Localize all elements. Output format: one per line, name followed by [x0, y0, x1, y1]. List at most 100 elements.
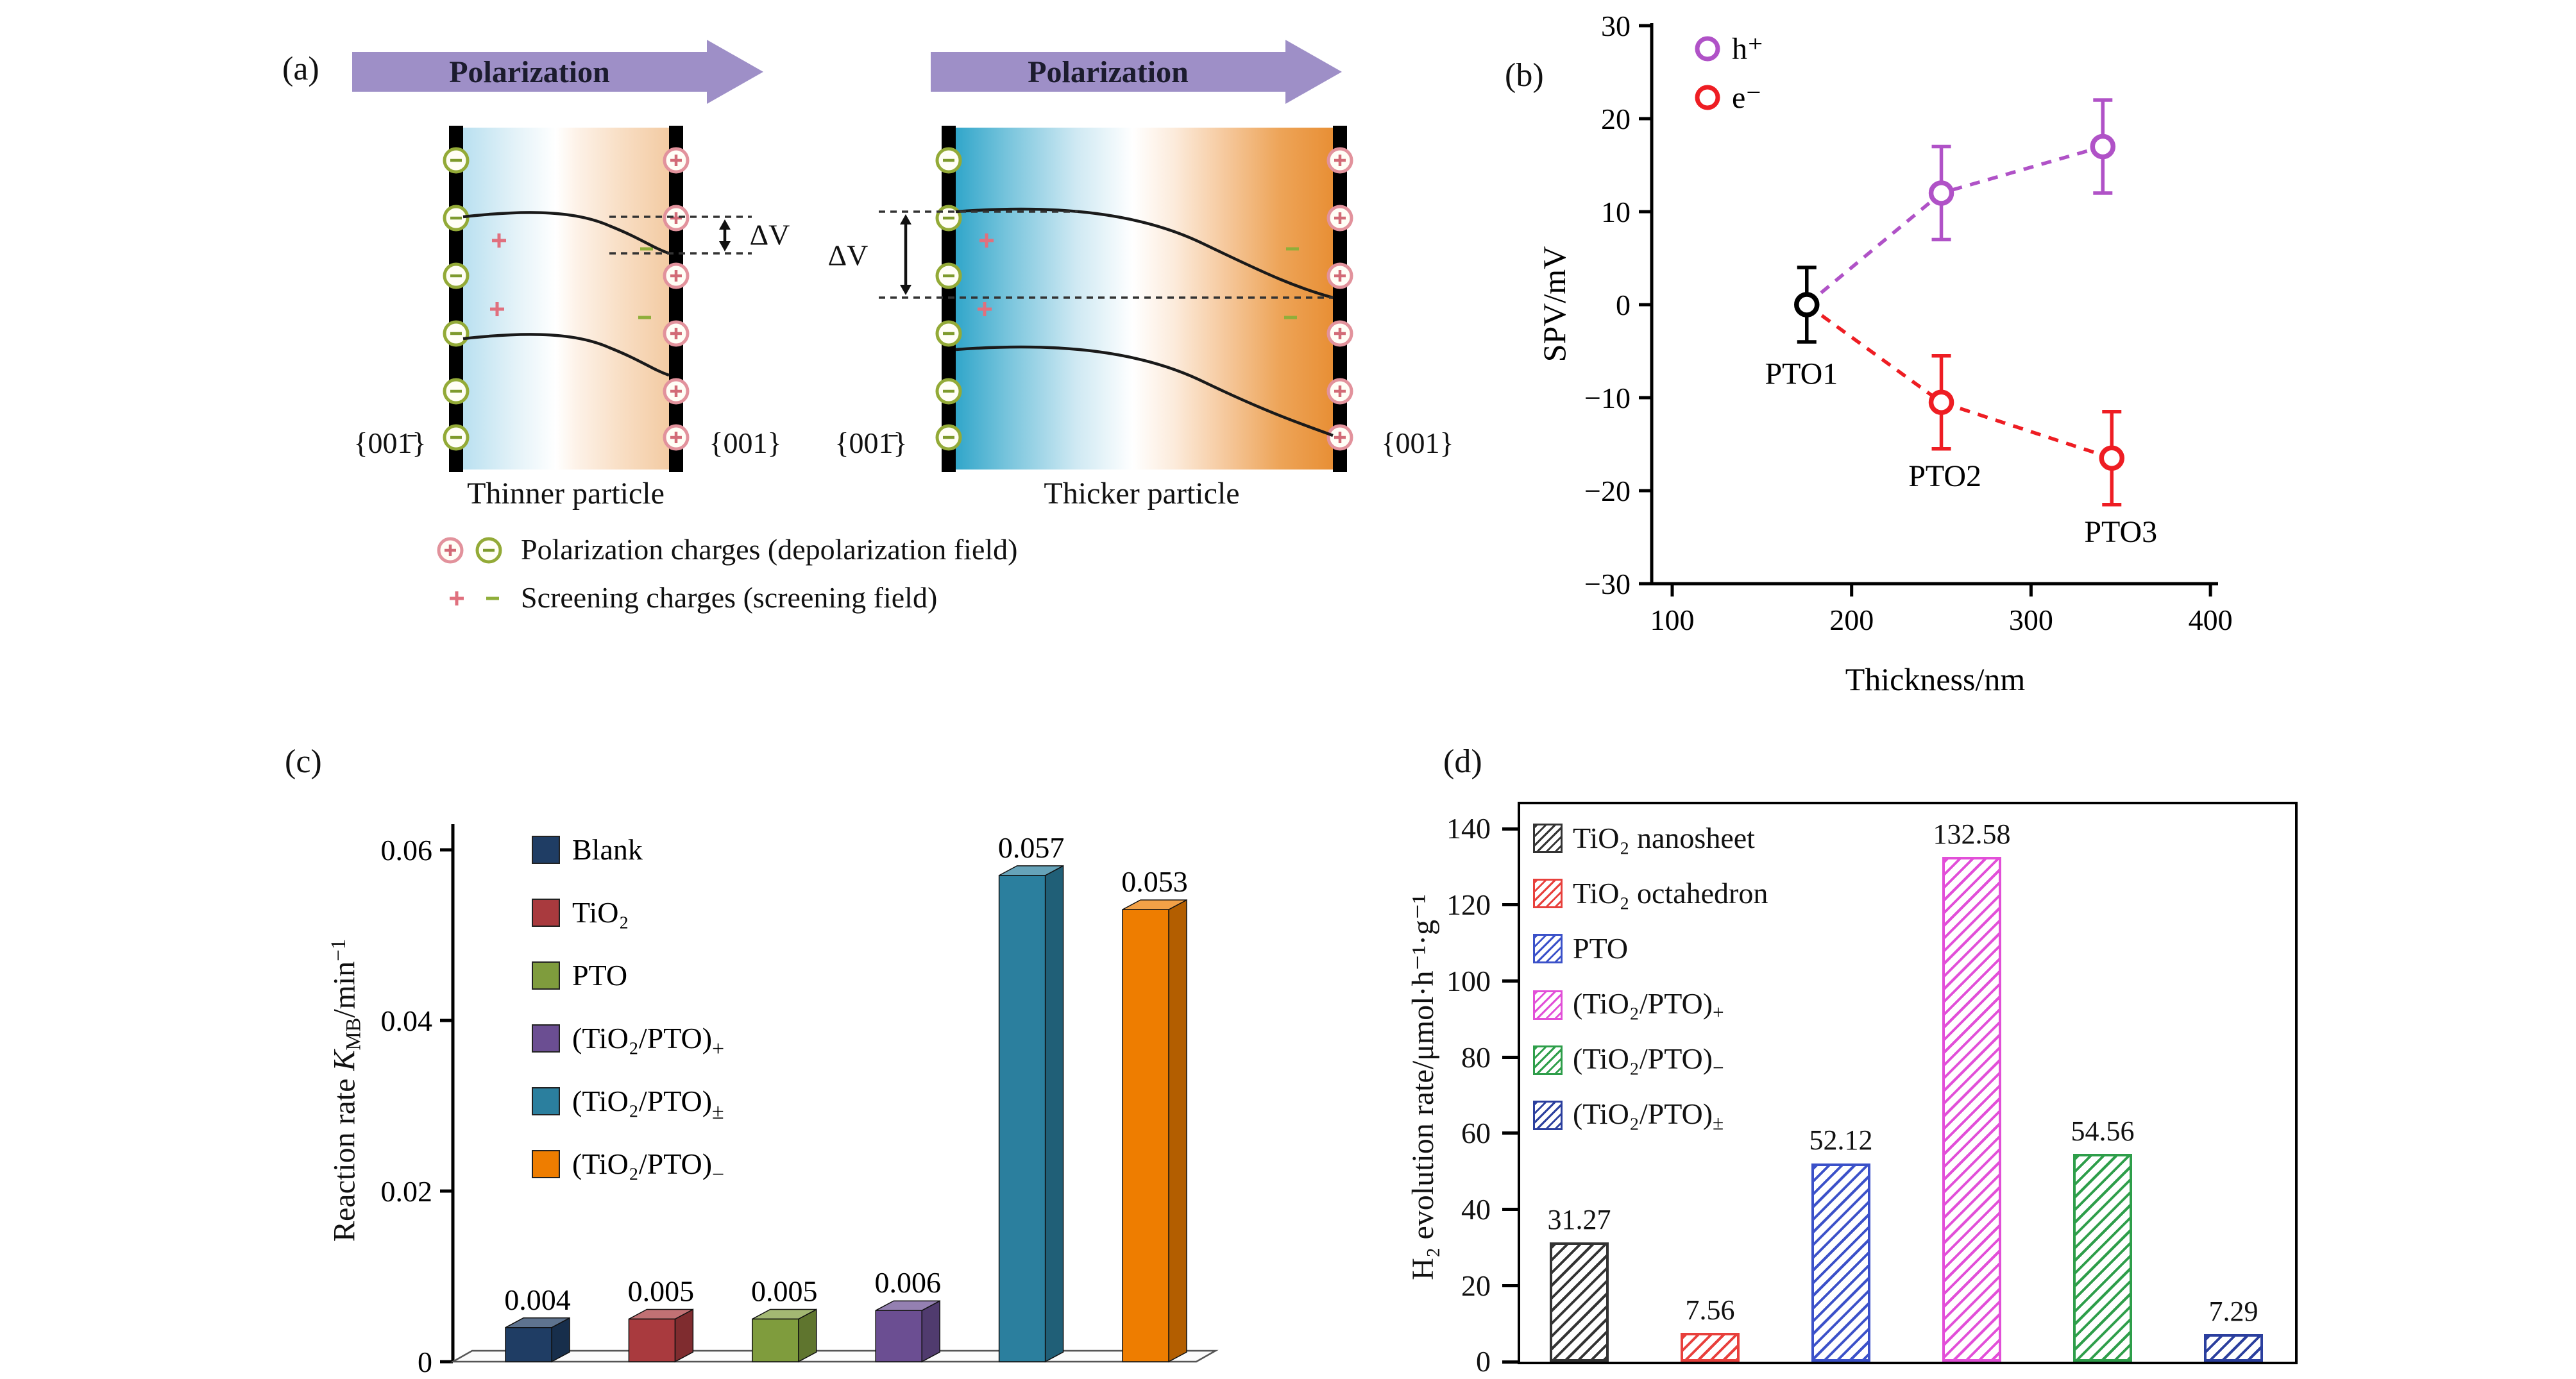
bar-value-label: 0.053 [1121, 865, 1188, 898]
y-tick-label: 20 [1461, 1269, 1491, 1302]
y-tick [1502, 903, 1518, 907]
legend-marker-icon [1695, 85, 1720, 110]
facet-label-left: {001̄} [353, 427, 427, 459]
series-line [1806, 144, 2104, 307]
legend-item: (TiO₂/PTO)± [1533, 1097, 1724, 1135]
legend-item: TiO₂ octahedron [1533, 876, 1768, 910]
legend-label: e⁻ [1732, 81, 1762, 115]
thinner-left-surface [449, 126, 463, 472]
legend-label: TiO₂ octahedron [1573, 877, 1768, 909]
facet-label-left: {001̄} [835, 427, 908, 459]
reaction-rate-bar-chart: 0 0.02 0.04 0.06 0.004 0.005 0.005 0.006 0.057 0.… [381, 824, 1219, 1378]
y-tick-label: −20 [1584, 475, 1631, 507]
legend-swatch [1533, 933, 1563, 963]
legend-swatch [532, 1024, 560, 1053]
bar [1122, 909, 1169, 1362]
y-tick-label: 60 [1461, 1117, 1491, 1150]
legend-positive-charge-icon [437, 537, 464, 564]
y-tick-label: 30 [1601, 10, 1631, 42]
legend-item: PTO [1533, 931, 1628, 965]
point-annotation: PTO3 [2084, 515, 2157, 549]
y-tick-label: 80 [1461, 1040, 1491, 1074]
legend-negative-charge-icon [475, 537, 502, 564]
x-tick-label: 400 [2189, 604, 2233, 636]
panel-d-label: (d) [1443, 743, 1482, 780]
legend-swatch [532, 1087, 560, 1115]
bar-value-label: 7.56 [1685, 1294, 1735, 1326]
data-point [2090, 133, 2116, 160]
data-point [1794, 292, 1820, 317]
x-tick-label: 100 [1650, 604, 1695, 636]
delta-v-arrow-icon [719, 219, 731, 251]
delta-v-label: ΔV [749, 218, 790, 251]
bar [1550, 1242, 1609, 1362]
bar [1681, 1333, 1740, 1362]
polarization-charges-legend: Polarization charges (depolarization fie… [521, 533, 1018, 566]
legend-label: TiO₂ [572, 896, 629, 929]
legend-swatch [532, 961, 560, 990]
bar [628, 1318, 676, 1362]
point-annotation: PTO1 [1765, 357, 1838, 391]
legend-label: TiO₂ nanosheet [1573, 822, 1755, 854]
y-tick [1502, 1283, 1518, 1287]
legend-label: PTO [572, 959, 627, 992]
bar-side-face [921, 1299, 940, 1363]
panel-c-label: (c) [285, 743, 322, 780]
y-tick [1502, 827, 1518, 831]
thinner-right-surface [669, 126, 683, 472]
polarization-arrow: Polarization [352, 40, 763, 104]
bar [1811, 1163, 1870, 1362]
bar [2204, 1333, 2263, 1362]
thicker-particle-body [956, 128, 1333, 470]
y-tick [1502, 979, 1518, 983]
screening-plus-icon [450, 591, 464, 605]
bar-value-label: 0.005 [751, 1275, 818, 1308]
polarization-arrow-body: Polarization [352, 52, 707, 92]
y-tick-label: 100 [1446, 964, 1491, 997]
bar-value-label: 0.057 [998, 831, 1065, 864]
bar-side-face [1168, 899, 1187, 1363]
legend-swatch [532, 836, 560, 864]
y-tick [1502, 1360, 1518, 1364]
bar-value-label: 0.005 [628, 1275, 695, 1308]
bar-value-label: 0.004 [504, 1283, 571, 1316]
legend-swatch [1533, 878, 1563, 908]
bar [2073, 1154, 2132, 1362]
thinner-particle-body [463, 128, 669, 470]
legend-marker-icon [1695, 36, 1720, 62]
y-tick [1502, 1131, 1518, 1135]
y-tick-label: 0 [1616, 289, 1631, 321]
y-tick-label: 10 [1601, 196, 1631, 228]
thicker-left-surface [942, 126, 956, 472]
facet-label-right: {001} [709, 427, 782, 459]
polarization-arrow-text: Polarization [1028, 55, 1189, 89]
legend-label: (TiO₂/PTO)+ [1573, 987, 1724, 1024]
y-tick-label: 140 [1446, 812, 1491, 845]
delta-v-label: ΔV [827, 239, 869, 272]
polarization-arrow-text: Polarization [449, 55, 610, 89]
data-point [1928, 389, 1954, 415]
data-point [2099, 445, 2125, 471]
x-tick-label: 300 [2009, 604, 2053, 636]
bar [752, 1318, 799, 1362]
h2-evolution-bar-chart: 0 20 40 60 80 100 120 140 31.27 7.56 52.12 132.58 54… [1446, 802, 2298, 1378]
thicker-particle-caption: Thicker particle [1044, 477, 1240, 511]
facet-label-right: {001} [1381, 427, 1454, 459]
legend-swatch [1533, 1101, 1563, 1131]
legend-label: (TiO₂/PTO)− [572, 1147, 724, 1187]
thinner-particle-caption: Thinner particle [467, 477, 665, 511]
y-tick-label: 0 [418, 1346, 432, 1378]
legend-item: TiO₂ nanosheet [1533, 821, 1755, 855]
bar [875, 1310, 922, 1362]
y-tick-label: 0.02 [381, 1175, 433, 1208]
y-axis-title: SPV/mV [1539, 246, 1572, 362]
y-tick-label: 0.04 [381, 1004, 433, 1037]
y-tick-label: 0 [1476, 1345, 1491, 1378]
legend-item: (TiO₂/PTO)+ [1533, 986, 1724, 1024]
y-tick [1502, 1055, 1518, 1059]
legend-item: (TiO₂/PTO)− [1533, 1042, 1724, 1079]
bar-value-label: 7.29 [2208, 1295, 2258, 1327]
legend-swatch [532, 899, 560, 927]
arrow-head-icon [707, 40, 763, 104]
